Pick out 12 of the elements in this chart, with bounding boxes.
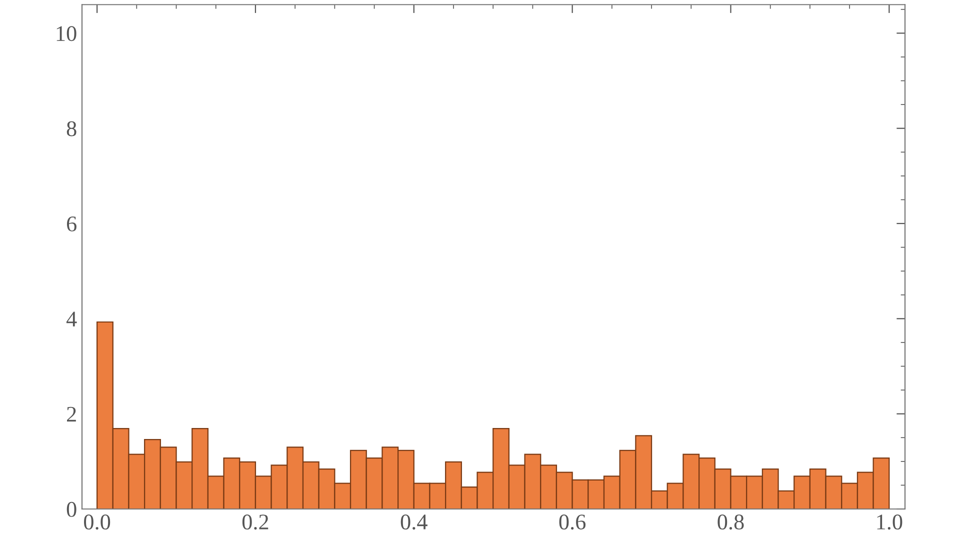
x-tick-label: 0.6 xyxy=(559,514,586,530)
x-tick-label: 1.0 xyxy=(877,514,902,530)
y-tick-label: 8 xyxy=(66,121,76,136)
x-tick-label: 0.0 xyxy=(84,514,110,530)
x-tick-label: 0.4 xyxy=(400,514,428,530)
x-tick-label: 0.8 xyxy=(718,514,744,530)
y-tick-label: 2 xyxy=(67,406,76,422)
y-tick-label: 0 xyxy=(66,502,76,517)
y-tick-label: 6 xyxy=(66,216,76,232)
y-tick-label: 4 xyxy=(66,312,77,326)
x-tick-label: 0.2 xyxy=(242,514,268,530)
y-tick-label: 10 xyxy=(56,26,76,42)
